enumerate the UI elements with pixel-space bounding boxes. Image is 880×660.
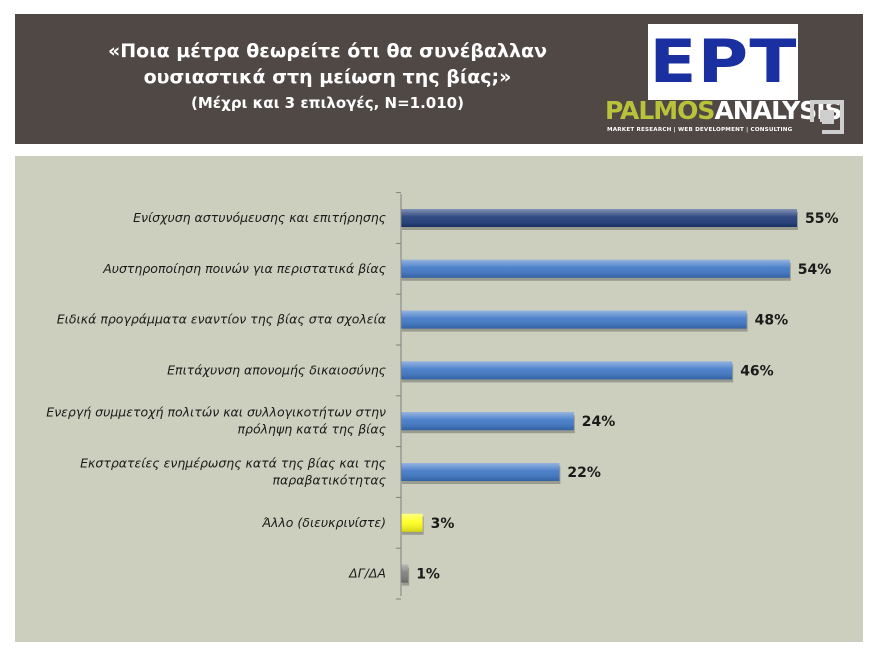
header-banner: «Ποια μέτρα θεωρείτε ότι θα συνέβαλλαν ο… bbox=[15, 14, 863, 144]
category-label-line: πρόληψη κατά της βίας bbox=[238, 422, 386, 437]
palmos-logo-square-icon bbox=[810, 100, 844, 134]
category-label-line: Εκστρατείες ενημέρωσης κατά της βίας και… bbox=[80, 456, 386, 471]
category-label: Ειδικά προγράμματα εναντίον της βίας στα… bbox=[57, 312, 387, 327]
bar-gloss bbox=[401, 463, 560, 481]
palmos-logo-part-a: PALMOS bbox=[605, 96, 715, 125]
bar-gloss bbox=[401, 310, 747, 329]
bar-gloss bbox=[401, 412, 574, 431]
category-label-line: Ενίσχυση αστυνόμευσης και επιτήρησης bbox=[133, 210, 386, 225]
title-line-1: «Ποια μέτρα θεωρείτε ότι θα συνέβαλλαν bbox=[107, 40, 548, 62]
value-label: 55% bbox=[805, 211, 839, 227]
palmos-logo-wordmark: PALMOSANALYSIS bbox=[605, 96, 843, 126]
ert-logo: ΕΡΤ bbox=[648, 24, 798, 100]
category-label: Ενίσχυση αστυνόμευσης και επιτήρησης bbox=[133, 210, 386, 225]
category-label-line: παραβατικότητας bbox=[273, 473, 386, 488]
bar-gloss bbox=[401, 361, 733, 380]
value-label: 46% bbox=[740, 363, 774, 379]
bar-gloss bbox=[401, 564, 409, 583]
ert-logo-text: ΕΡΤ bbox=[648, 27, 798, 97]
value-label: 22% bbox=[567, 465, 601, 481]
category-label-line: Αυστηροποίηση ποινών για περιστατικά βία… bbox=[102, 261, 386, 276]
value-label: 48% bbox=[755, 313, 789, 329]
category-label: ΔΓ/ΔΑ bbox=[348, 566, 386, 581]
category-label-line: ΔΓ/ΔΑ bbox=[348, 566, 386, 581]
category-label-line: Ενεργή συμμετοχή πολιτών και συλλογικοτή… bbox=[46, 405, 386, 420]
bar-gloss bbox=[401, 209, 797, 227]
value-label: 54% bbox=[798, 262, 832, 278]
category-label: Αυστηροποίηση ποινών για περιστατικά βία… bbox=[102, 261, 386, 276]
title-line-2: ουσιαστικά στη μείωση της βίας;» bbox=[143, 66, 512, 88]
category-label-line: Άλλο (διευκρινίστε) bbox=[261, 515, 386, 530]
palmos-tagline: MARKET RESEARCH | WEB DEVELOPMENT | CONS… bbox=[607, 127, 793, 133]
value-label: 3% bbox=[431, 516, 455, 532]
bar-chart: 55% Ενίσχυση αστυνόμευσης και επιτήρησης 5… bbox=[46, 192, 839, 600]
value-label: 24% bbox=[582, 414, 616, 430]
category-label: Άλλο (διευκρινίστε) bbox=[261, 515, 386, 530]
bar-gloss bbox=[401, 259, 790, 278]
category-label-line: Ειδικά προγράμματα εναντίον της βίας στα… bbox=[57, 312, 387, 327]
category-label-line: Επιτάχυνση απονομής δικαιοσύνης bbox=[167, 362, 386, 377]
bar-gloss bbox=[401, 513, 423, 532]
subtitle: (Μέχρι και 3 επιλογές, N=1.010) bbox=[191, 94, 464, 112]
value-label: 1% bbox=[416, 567, 440, 583]
chart-panel: 55% Ενίσχυση αστυνόμευσης και επιτήρησης 5… bbox=[15, 156, 863, 642]
question-title: «Ποια μέτρα θεωρείτε ότι θα συνέβαλλαν ο… bbox=[15, 38, 640, 116]
palmos-analysis-logo: PALMOSANALYSIS MARKET RESEARCH | WEB DEV… bbox=[605, 96, 850, 140]
category-label: Ενεργή συμμετοχή πολιτών και συλλογικοτή… bbox=[46, 405, 386, 437]
category-label: Επιτάχυνση απονομής δικαιοσύνης bbox=[167, 362, 386, 377]
category-label: Εκστρατείες ενημέρωσης κατά της βίας και… bbox=[80, 456, 386, 488]
